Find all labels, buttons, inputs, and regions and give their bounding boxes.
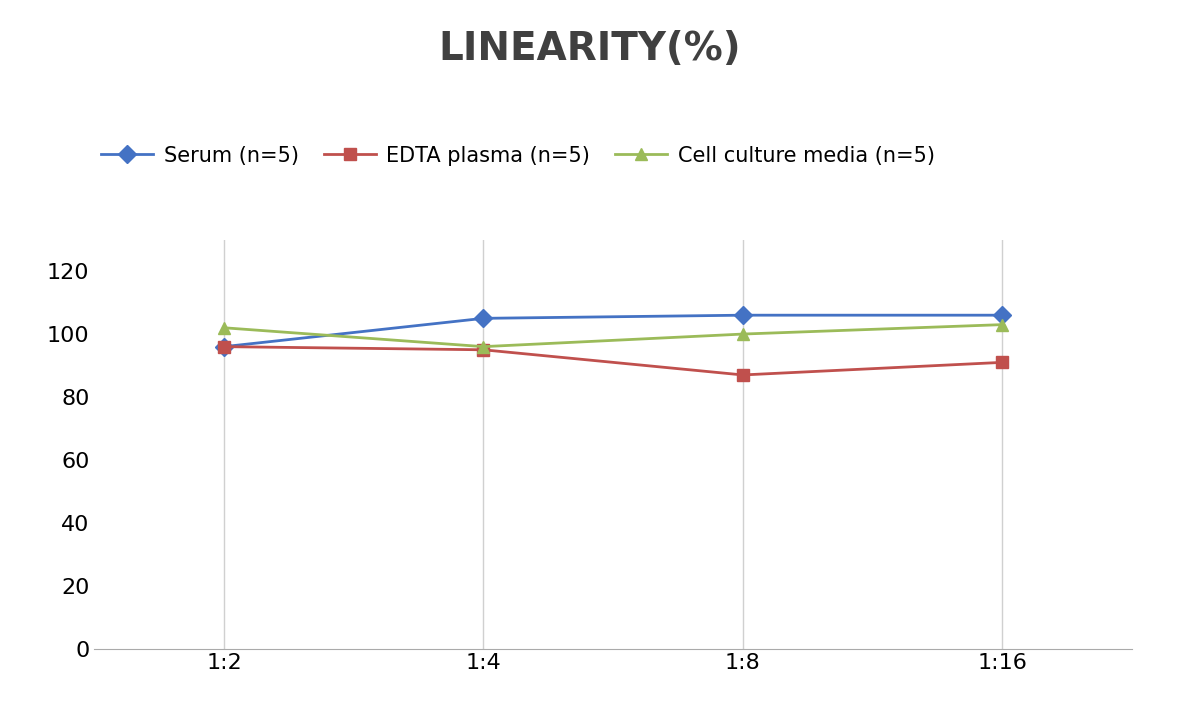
- Cell culture media (n=5): [476, 343, 490, 351]
- EDTA plasma (n=5): [217, 343, 231, 351]
- Legend: Serum (n=5), EDTA plasma (n=5), Cell culture media (n=5): Serum (n=5), EDTA plasma (n=5), Cell cul…: [93, 137, 943, 174]
- Line: Cell culture media (n=5): Cell culture media (n=5): [218, 319, 1008, 353]
- Text: LINEARITY(%): LINEARITY(%): [439, 30, 740, 68]
- EDTA plasma (n=5): [995, 358, 1009, 367]
- Line: Serum (n=5): Serum (n=5): [218, 309, 1008, 353]
- EDTA plasma (n=5): [476, 345, 490, 354]
- Serum (n=5): [736, 311, 750, 319]
- Serum (n=5): [476, 314, 490, 323]
- Cell culture media (n=5): [736, 330, 750, 338]
- Cell culture media (n=5): [995, 320, 1009, 329]
- Cell culture media (n=5): [217, 324, 231, 332]
- Line: EDTA plasma (n=5): EDTA plasma (n=5): [218, 341, 1008, 381]
- Serum (n=5): [995, 311, 1009, 319]
- Serum (n=5): [217, 343, 231, 351]
- EDTA plasma (n=5): [736, 371, 750, 379]
